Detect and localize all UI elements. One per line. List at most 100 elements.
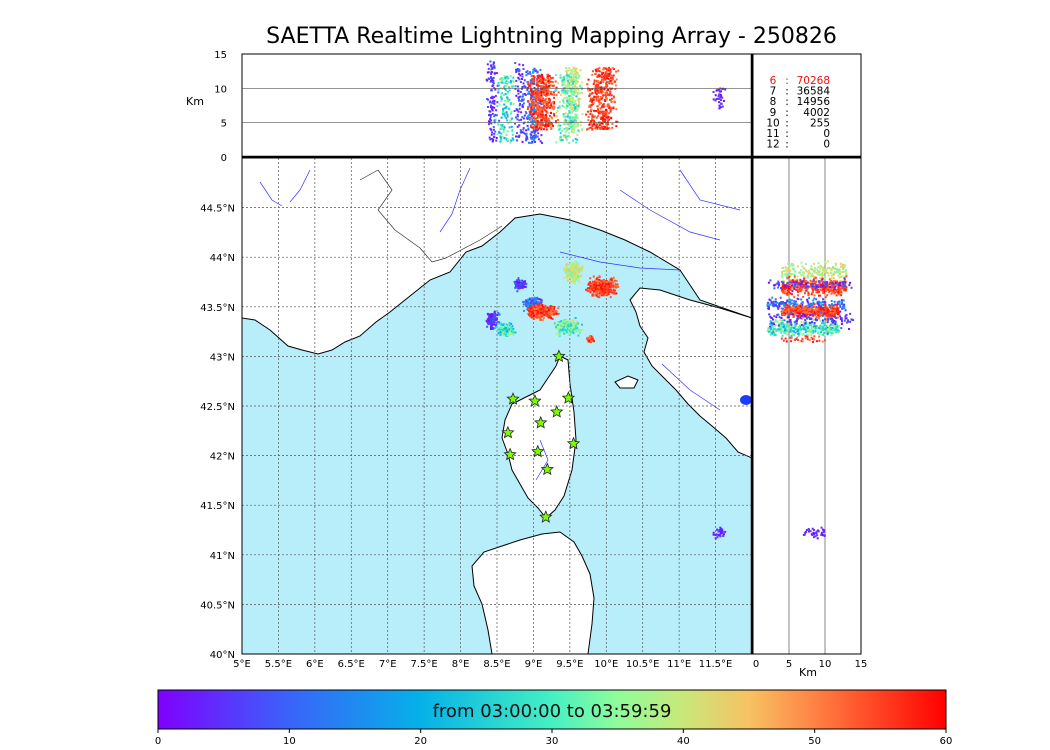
strike-point-lon-alt [532,95,535,98]
station-star-icon [501,425,515,439]
strike-point [489,317,492,320]
strike-point [592,286,595,289]
strike-point [593,289,596,292]
strike-point-lon-alt [547,91,550,94]
strike-point-lat-alt [804,281,807,284]
strike-point-lon-alt [549,92,552,95]
strike-point-lon-alt [532,102,535,105]
strike-point-lat-alt [791,304,794,307]
strike-point-lon-alt [486,97,489,100]
strike-point [502,324,505,327]
strike-point-lon-alt [595,93,598,96]
strike-point-lon-alt [500,116,503,119]
strike-point-lat-alt [805,305,808,308]
strike-point-lon-alt [537,132,540,135]
strike-point-lat-alt [785,303,788,306]
strike-point [588,340,591,343]
strike-point-lat-alt [818,307,821,310]
strike-point-lat-alt [802,311,805,314]
strike-point-lon-alt [601,91,604,94]
strike-point [536,314,539,317]
strike-point [614,282,617,285]
strike-point [719,526,722,529]
strike-point-lon-alt [531,113,534,116]
strike-point-lon-alt [493,99,496,102]
strike-point-lat-alt [833,292,836,295]
strike-point [548,305,551,308]
strike-point-lon-alt [572,139,575,142]
strike-point [500,325,503,328]
strike-point-lon-alt [534,97,537,100]
map-lat-tick-label: 41°N [210,551,235,562]
strike-point-lat-alt [810,284,813,287]
strike-point-lon-alt [495,109,498,112]
strike-point [567,330,570,333]
strike-point-lon-alt [516,125,519,128]
strike-point-lon-alt [492,66,495,69]
strike-point-lon-alt [599,123,602,126]
strike-point-lat-alt [811,303,814,306]
strike-point [520,282,523,285]
strike-point [591,294,594,297]
strike-point [572,266,575,269]
strike-point-lat-alt [814,269,817,272]
strike-point-lon-alt [502,125,505,128]
strike-point-lat-alt [781,276,784,279]
strike-point-lat-alt [833,306,836,309]
strike-point [528,297,531,300]
strike-point-lon-alt [505,116,508,119]
strike-point-lon-alt [524,93,527,96]
strike-point-lon-alt [529,111,532,114]
strike-point-lon-alt [522,64,525,67]
strike-point-lat-alt [817,305,820,308]
strike-point-lon-alt [568,97,571,100]
strike-point-lat-alt [786,274,789,277]
strike-point-lon-alt [607,88,610,91]
strike-point-lon-alt [530,134,533,137]
strike-point-lon-alt [536,92,539,95]
strike-point-lon-alt [561,91,564,94]
strike-point-lat-alt [796,265,799,268]
strike-point [600,280,603,283]
strike-point-lon-alt [534,104,537,107]
strike-point-lon-alt [536,120,539,123]
strike-point-lon-alt [560,139,563,142]
strike-point-lon-alt [588,88,591,91]
strike-point [551,317,554,320]
strike-point [562,329,565,332]
strike-point-lat-alt [840,287,843,290]
strike-point-lon-alt [505,82,508,85]
strike-point-lon-alt [539,116,542,119]
strike-point-lon-alt [603,88,606,91]
strike-point [549,309,552,312]
strike-point-lat-alt [797,304,800,307]
strike-point-lon-alt [532,94,535,97]
map-lat-ticks: 40°N40.5°N41°N41.5°N42°N42.5°N43°N43.5°N… [200,204,235,661]
strike-point-lon-alt [548,100,551,103]
strike-point-lon-alt [561,84,564,87]
strike-point-lon-alt [597,69,600,72]
strike-point-lon-alt [606,67,609,70]
strike-point-lon-alt [560,137,563,140]
strike-point-lat-alt [835,294,838,297]
strike-point-lon-alt [601,71,604,74]
strike-point-lat-alt [821,289,824,292]
strike-point [571,322,574,325]
strike-point [592,285,595,288]
strike-point [527,298,530,301]
strike-point-lon-alt [526,136,529,139]
strike-point-lon-alt [493,66,496,69]
strike-point [538,298,541,301]
strike-point-lat-alt [784,270,787,273]
strike-point [569,262,572,265]
strike-point-lon-alt [597,126,600,129]
strike-point-lat-alt [786,313,789,316]
strike-point [577,334,580,337]
strike-point-lon-alt [527,128,530,131]
strike-point-lon-alt [516,139,519,142]
strike-point-lon-alt [503,74,506,77]
strike-point-lon-alt [572,75,575,78]
strike-point [561,327,564,330]
strike-point-lon-alt [503,112,506,115]
station-count-separator: : [785,128,789,140]
